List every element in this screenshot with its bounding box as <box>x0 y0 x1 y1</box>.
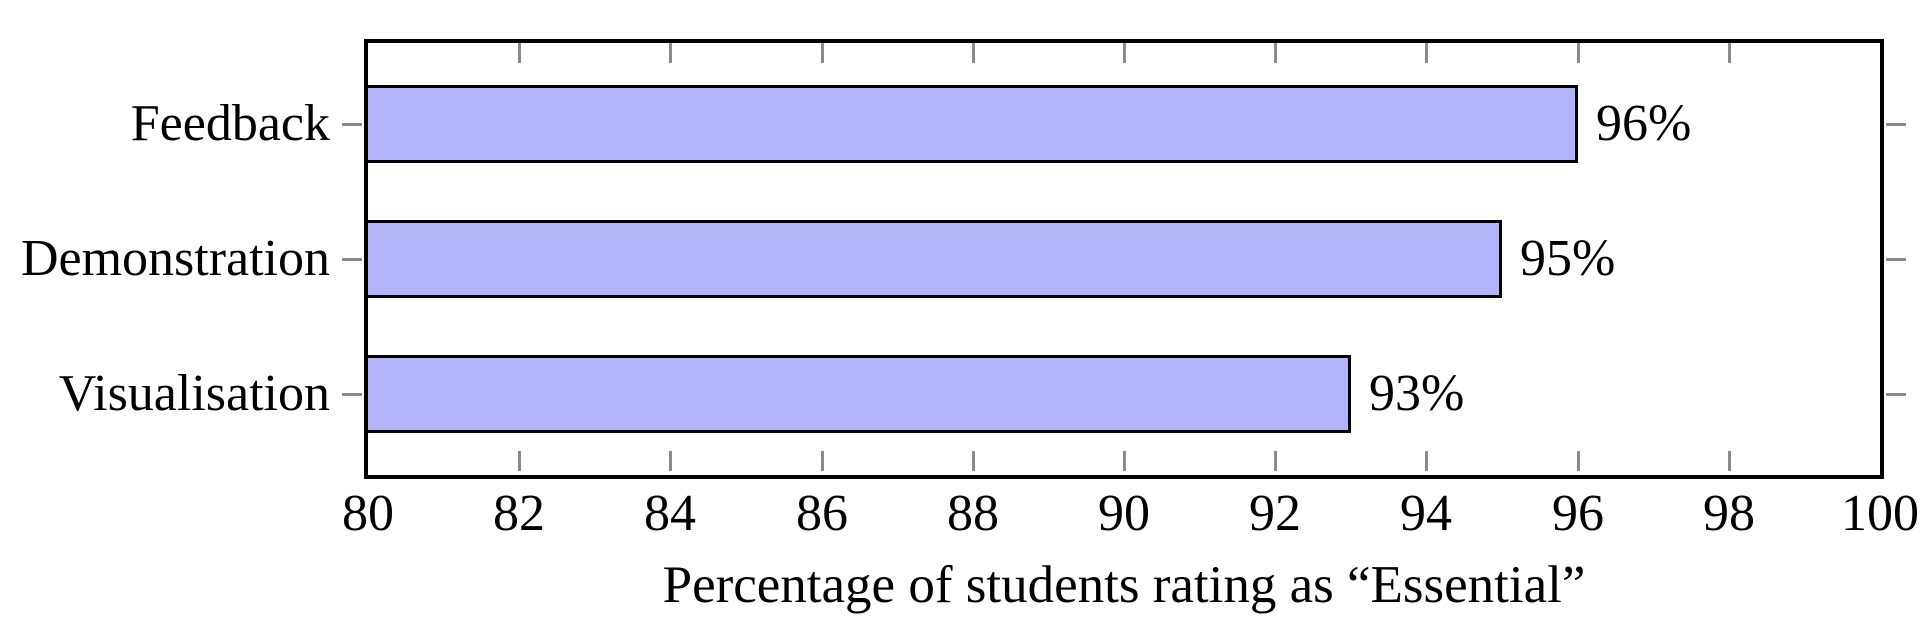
x-tick-label-90: 90 <box>1098 485 1150 542</box>
x-tick-label-96: 96 <box>1552 485 1604 542</box>
x-tick-mark-top-96 <box>1577 43 1580 63</box>
x-tick-mark-bottom-94 <box>1425 451 1428 471</box>
x-tick-mark-top-98 <box>1728 43 1731 63</box>
x-axis-title: Percentage of students rating as “Essent… <box>662 556 1586 614</box>
x-tick-label-100: 100 <box>1841 485 1919 542</box>
x-tick-mark-top-86 <box>821 43 824 63</box>
x-tick-mark-bottom-82 <box>518 451 521 471</box>
value-label-demonstration: 95% <box>1520 230 1616 287</box>
x-tick-mark-top-90 <box>1123 43 1126 63</box>
x-tick-label-92: 92 <box>1249 485 1301 542</box>
x-tick-label-86: 86 <box>796 485 848 542</box>
bar-visualisation <box>368 355 1351 433</box>
x-tick-label-80: 80 <box>342 485 394 542</box>
y-tick-mark-right-0 <box>1886 123 1906 126</box>
x-tick-mark-top-82 <box>518 43 521 63</box>
x-tick-label-82: 82 <box>493 485 545 542</box>
x-tick-mark-top-84 <box>669 43 672 63</box>
bar-demonstration <box>368 220 1502 298</box>
y-tick-mark-right-1 <box>1886 258 1906 261</box>
y-tick-mark-left-2 <box>342 393 362 396</box>
category-label-visualisation: Visualisation <box>58 365 330 422</box>
x-tick-mark-bottom-98 <box>1728 451 1731 471</box>
x-tick-mark-bottom-88 <box>972 451 975 471</box>
x-tick-label-84: 84 <box>644 485 696 542</box>
category-label-demonstration: Demonstration <box>20 230 330 287</box>
x-tick-mark-top-92 <box>1274 43 1277 63</box>
category-label-feedback: Feedback <box>130 95 330 152</box>
plot-area <box>364 39 1884 479</box>
x-tick-mark-bottom-84 <box>669 451 672 471</box>
bar-feedback <box>368 85 1578 163</box>
x-tick-mark-bottom-92 <box>1274 451 1277 471</box>
x-tick-mark-top-88 <box>972 43 975 63</box>
value-label-feedback: 96% <box>1596 95 1692 152</box>
x-tick-label-98: 98 <box>1703 485 1755 542</box>
value-label-visualisation: 93% <box>1369 365 1465 422</box>
y-tick-mark-left-1 <box>342 258 362 261</box>
x-tick-mark-top-94 <box>1425 43 1428 63</box>
y-tick-mark-left-0 <box>342 123 362 126</box>
x-tick-label-88: 88 <box>947 485 999 542</box>
x-tick-label-94: 94 <box>1400 485 1452 542</box>
y-tick-mark-right-2 <box>1886 393 1906 396</box>
x-tick-mark-bottom-90 <box>1123 451 1126 471</box>
x-tick-mark-bottom-86 <box>821 451 824 471</box>
x-tick-mark-bottom-96 <box>1577 451 1580 471</box>
